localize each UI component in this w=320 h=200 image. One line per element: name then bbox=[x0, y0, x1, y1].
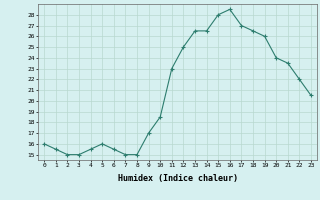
X-axis label: Humidex (Indice chaleur): Humidex (Indice chaleur) bbox=[118, 174, 238, 183]
